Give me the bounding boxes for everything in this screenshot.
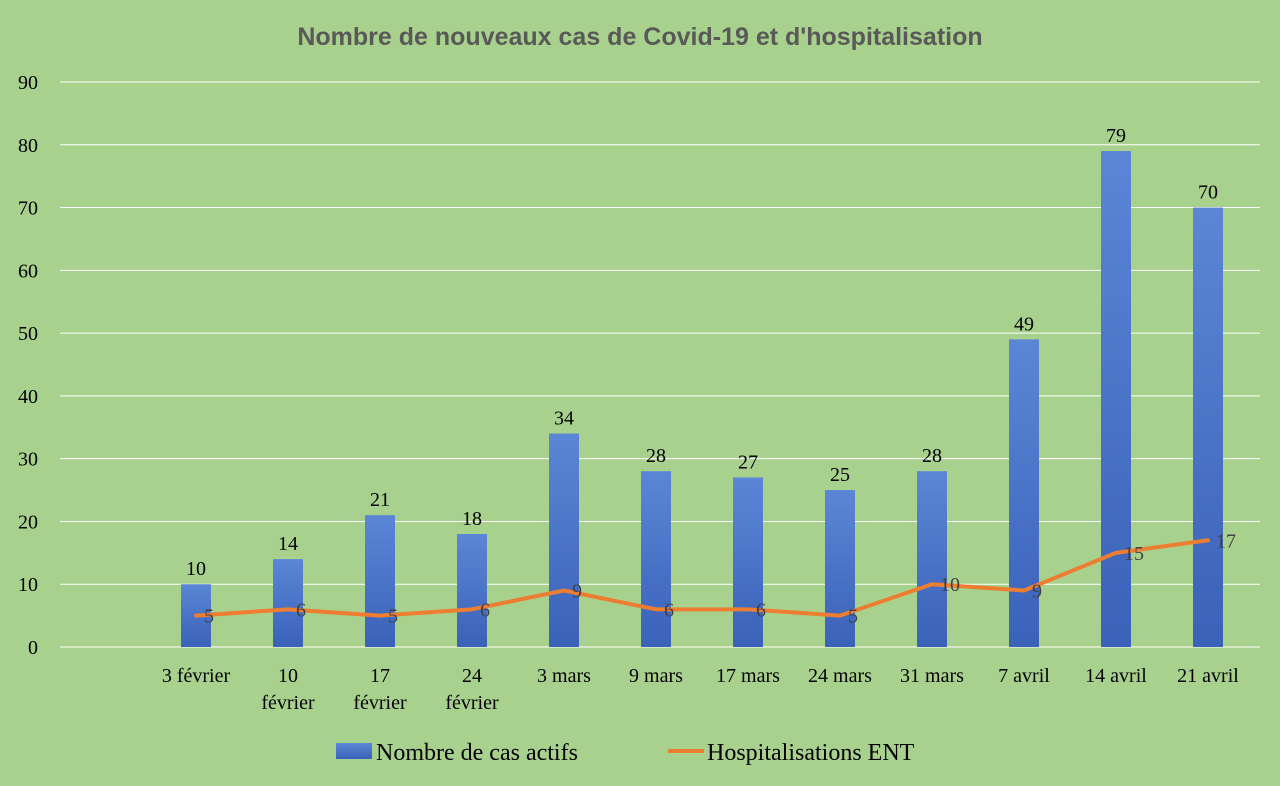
bar-value-label: 10 — [186, 558, 206, 580]
grid-layer: 0 10 20 30 40 50 60 70 80 90 — [18, 72, 1260, 659]
x-tick-label: 10 — [278, 665, 298, 687]
legend-bar-swatch — [336, 743, 372, 759]
bar — [733, 477, 763, 647]
bar — [549, 433, 579, 647]
x-tick-label: 21 avril — [1177, 665, 1239, 687]
hospitalisations-line — [194, 538, 1210, 618]
legend: Nombre de cas actifs Hospitalisations EN… — [336, 740, 915, 766]
bar-value-label: 25 — [830, 464, 850, 486]
bar — [641, 471, 671, 647]
y-tick-label: 30 — [18, 449, 38, 471]
bar-value-label: 49 — [1014, 313, 1034, 335]
bar-value-label: 28 — [646, 445, 666, 467]
y-tick-label: 90 — [18, 72, 38, 94]
line-value-label: 5 — [204, 606, 214, 628]
bar — [1009, 339, 1039, 647]
y-tick-label: 20 — [18, 511, 38, 533]
x-tick-label: 14 avril — [1085, 665, 1147, 687]
x-tick-label: 9 mars — [629, 665, 683, 687]
line-layer — [194, 538, 1210, 618]
labels-layer: 10 14 21 18 34 28 27 25 28 49 79 70 3 février 10 févri… — [162, 125, 1239, 714]
line-value-label: 6 — [664, 599, 674, 621]
y-tick-label: 40 — [18, 386, 38, 408]
line-value-label: 6 — [480, 599, 490, 621]
bar-value-label: 28 — [922, 445, 942, 467]
bar — [1193, 207, 1223, 648]
y-tick-label: 70 — [18, 198, 38, 220]
bar-value-label: 21 — [370, 489, 390, 511]
legend-line-label: Hospitalisations ENT — [707, 740, 915, 766]
bar-value-label: 27 — [738, 452, 758, 474]
x-tick-label: février — [353, 692, 407, 714]
line-value-label: 9 — [1032, 581, 1042, 603]
line-value-label: 10 — [940, 574, 960, 596]
x-tick-label: 3 mars — [537, 665, 591, 687]
line-value-label: 5 — [848, 606, 858, 628]
x-tick-label: 7 avril — [998, 665, 1050, 687]
bars-layer — [181, 151, 1223, 648]
bar — [917, 471, 947, 647]
bar — [365, 515, 395, 647]
bar-value-label: 79 — [1106, 125, 1126, 147]
line-value-label: 5 — [388, 606, 398, 628]
bar-value-label: 14 — [278, 533, 298, 555]
bar — [825, 490, 855, 647]
y-tick-label: 50 — [18, 323, 38, 345]
x-tick-label: 17 mars — [716, 665, 780, 687]
x-tick-label: février — [445, 692, 499, 714]
x-tick-label: 24 — [462, 665, 482, 687]
bar — [273, 559, 303, 647]
bar-value-label: 18 — [462, 508, 482, 530]
x-tick-label: 3 février — [162, 665, 231, 687]
bar-value-label: 70 — [1198, 182, 1218, 204]
y-tick-label: 0 — [28, 637, 38, 659]
x-tick-label: 24 mars — [808, 665, 872, 687]
bar-value-label: 34 — [554, 408, 574, 430]
line-value-label: 15 — [1124, 543, 1144, 565]
x-tick-label: février — [261, 692, 315, 714]
line-value-label: 17 — [1216, 530, 1236, 552]
x-tick-label: 31 mars — [900, 665, 964, 687]
y-tick-label: 80 — [18, 135, 38, 157]
line-value-label: 6 — [296, 599, 306, 621]
bar — [1101, 151, 1131, 648]
y-tick-label: 10 — [18, 574, 38, 596]
line-value-label: 6 — [756, 599, 766, 621]
x-tick-label: 17 — [370, 665, 390, 687]
chart-title: Nombre de nouveaux cas de Covid-19 et d'… — [297, 23, 982, 51]
bar — [457, 534, 487, 647]
y-tick-label: 60 — [18, 260, 38, 282]
line-value-label: 9 — [572, 581, 582, 603]
legend-bar-label: Nombre de cas actifs — [376, 740, 578, 766]
